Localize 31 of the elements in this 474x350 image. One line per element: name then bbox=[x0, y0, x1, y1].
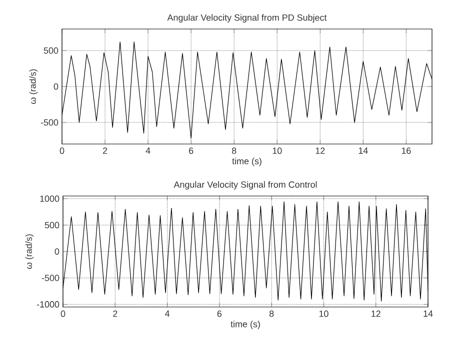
x-tick-label: 14 bbox=[358, 148, 368, 154]
x-tick-label: 0 bbox=[60, 148, 64, 154]
x-tick-label: 12 bbox=[372, 310, 380, 317]
x-tick-label: 6 bbox=[189, 148, 194, 154]
y-tick-label: 1000 bbox=[40, 195, 60, 202]
x-tick-label: 16 bbox=[402, 148, 411, 154]
y-tick-label: -1000 bbox=[36, 301, 60, 308]
x-tick-label: 12 bbox=[316, 148, 325, 154]
x-axis-title: time (s) bbox=[230, 320, 260, 330]
x-tick-label: 4 bbox=[146, 148, 150, 154]
y-tick-label: -500 bbox=[40, 119, 58, 126]
y-tick-label: -500 bbox=[42, 274, 60, 282]
y-tick-label: 500 bbox=[44, 47, 58, 54]
x-tick-label: 2 bbox=[102, 148, 108, 154]
y-tick-label: 500 bbox=[44, 222, 60, 228]
chart-title: Angular Velocity Signal from PD Subject bbox=[167, 14, 327, 23]
x-tick-label: 10 bbox=[319, 310, 328, 317]
x-tick-label: 8 bbox=[232, 148, 236, 154]
x-tick-label: 6 bbox=[217, 310, 222, 317]
x-tick-label: 10 bbox=[272, 148, 282, 154]
x-tick-label: 14 bbox=[424, 310, 433, 317]
x-axis-title: time (s) bbox=[232, 158, 262, 166]
chart-title: Angular Velocity Signal from Control bbox=[174, 181, 317, 190]
x-tick-label: 4 bbox=[165, 310, 170, 317]
y-axis-title: ω (rad/s) bbox=[25, 234, 34, 269]
x-tick-label: 0 bbox=[60, 310, 66, 317]
y-tick-label: 0 bbox=[54, 248, 60, 255]
y-axis-title: ω (rad/s) bbox=[29, 69, 38, 104]
y-tick-label: 0 bbox=[54, 83, 58, 90]
x-tick-label: 2 bbox=[113, 310, 118, 317]
x-tick-label: 8 bbox=[269, 310, 274, 317]
